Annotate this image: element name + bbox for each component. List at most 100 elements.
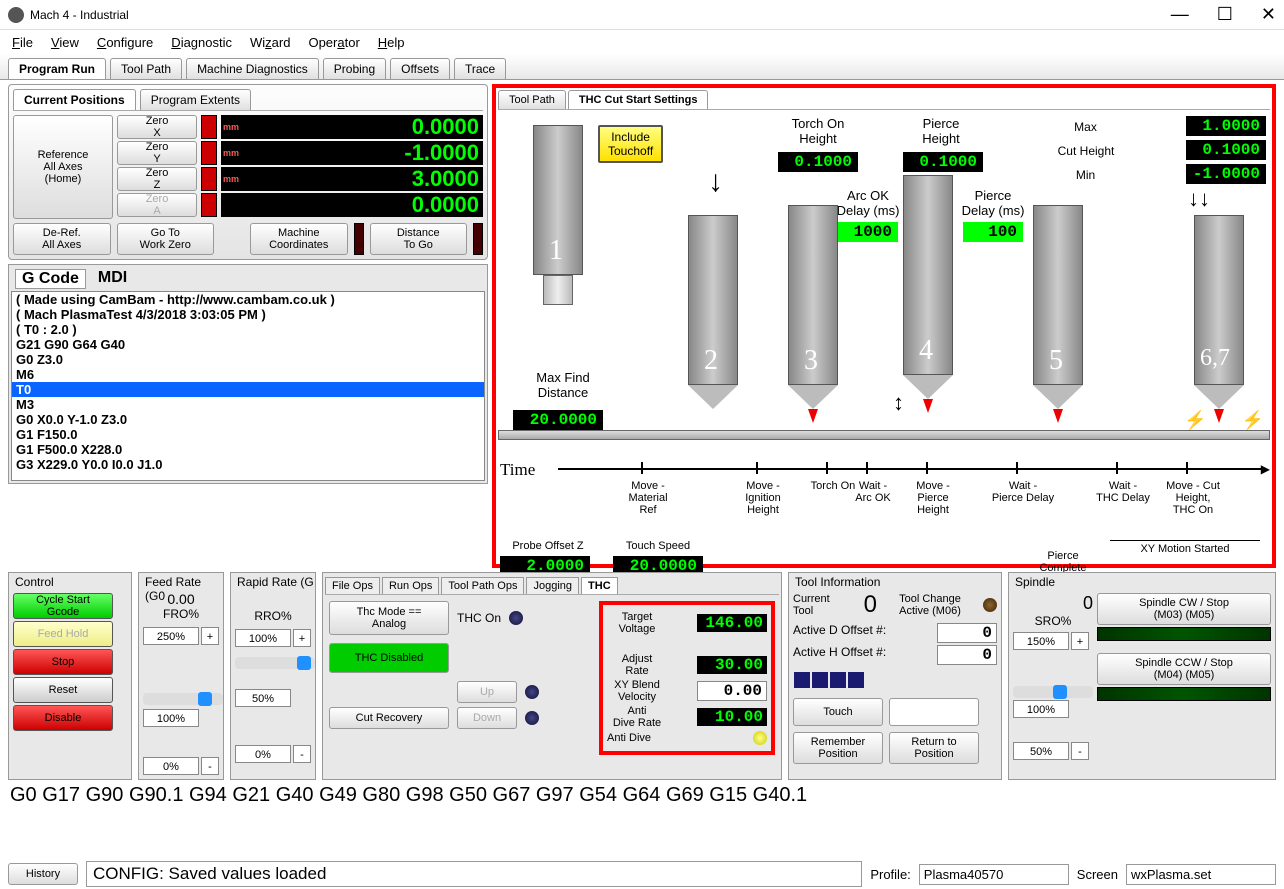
rapid-title: Rapid Rate (G bbox=[237, 575, 314, 589]
gcode-list[interactable]: ( Made using CamBam - http://www.cambam.… bbox=[11, 291, 485, 481]
feed-slider[interactable] bbox=[143, 693, 223, 705]
tab-trace[interactable]: Trace bbox=[454, 58, 506, 79]
reset-button[interactable]: Reset bbox=[13, 677, 113, 703]
include-touchoff-button[interactable]: Include Touchoff bbox=[598, 125, 663, 163]
rapid-minus[interactable]: - bbox=[293, 745, 311, 763]
tab-toolpath-view[interactable]: Tool Path bbox=[498, 90, 566, 109]
reference-all-axes-button[interactable]: Reference All Axes (Home) bbox=[13, 115, 113, 219]
return-position-button[interactable]: Return to Position bbox=[889, 732, 979, 764]
tab-offsets[interactable]: Offsets bbox=[390, 58, 450, 79]
zero-z-button[interactable]: Zero Z bbox=[117, 167, 197, 191]
tab-file-ops[interactable]: File Ops bbox=[325, 577, 380, 594]
disable-button[interactable]: Disable bbox=[13, 705, 113, 731]
tab-gcode[interactable]: G Code bbox=[15, 269, 86, 289]
rapid-plus[interactable]: + bbox=[293, 629, 311, 647]
history-button[interactable]: History bbox=[8, 863, 78, 885]
adjust-rate-value[interactable]: 30.00 bbox=[697, 656, 767, 674]
anti-dive-value[interactable]: 10.00 bbox=[697, 708, 767, 726]
current-tool-label: Current Tool bbox=[793, 593, 843, 617]
menu-wizard[interactable]: Wizard bbox=[250, 35, 290, 50]
tab-current-positions[interactable]: Current Positions bbox=[13, 89, 136, 110]
machine-coords-button[interactable]: Machine Coordinates bbox=[250, 223, 348, 255]
y-dro[interactable]: mm-1.0000 bbox=[221, 141, 483, 165]
spindle-cw-bar bbox=[1097, 627, 1271, 641]
min-value[interactable]: -1.0000 bbox=[1186, 164, 1266, 184]
arc-ok-value[interactable]: 1000 bbox=[828, 222, 898, 242]
spindle-slider[interactable] bbox=[1013, 686, 1093, 698]
tab-thc[interactable]: THC bbox=[581, 577, 618, 594]
down-button[interactable]: Down bbox=[457, 707, 517, 729]
menu-file[interactable]: File bbox=[12, 35, 33, 50]
tab-program-run[interactable]: Program Run bbox=[8, 58, 106, 79]
menu-view[interactable]: View bbox=[51, 35, 79, 50]
feed-plus[interactable]: + bbox=[201, 627, 219, 645]
goto-work-zero-button[interactable]: Go To Work Zero bbox=[117, 223, 215, 255]
xy-blend-value[interactable]: 0.00 bbox=[697, 681, 767, 701]
tab-mdi[interactable]: MDI bbox=[92, 269, 133, 289]
spindle-minus[interactable]: - bbox=[1071, 742, 1089, 760]
max-value[interactable]: 1.0000 bbox=[1186, 116, 1266, 136]
tab-machine-diagnostics[interactable]: Machine Diagnostics bbox=[186, 58, 319, 79]
active-d-value[interactable]: 0 bbox=[937, 623, 997, 643]
tab-tool-path[interactable]: Tool Path bbox=[110, 58, 182, 79]
rapid-slider[interactable] bbox=[235, 657, 315, 669]
spindle-cw-button[interactable]: Spindle CW / Stop (M03) (M05) bbox=[1097, 593, 1271, 625]
rapid-100[interactable]: 100% bbox=[235, 629, 291, 647]
target-voltage-label: Target Voltage bbox=[607, 611, 667, 635]
tab-probing[interactable]: Probing bbox=[323, 58, 386, 79]
pierce-height-value[interactable]: 0.1000 bbox=[903, 152, 983, 172]
distance-to-go-button[interactable]: Distance To Go bbox=[370, 223, 468, 255]
thc-mode-button[interactable]: Thc Mode == Analog bbox=[329, 601, 449, 635]
spindle-100[interactable]: 100% bbox=[1013, 700, 1069, 718]
feed-100[interactable]: 100% bbox=[143, 709, 199, 727]
feed-minus[interactable]: - bbox=[201, 757, 219, 775]
tab-run-ops[interactable]: Run Ops bbox=[382, 577, 439, 594]
spindle-ccw-button[interactable]: Spindle CCW / Stop (M04) (M05) bbox=[1097, 653, 1271, 685]
max-find-value[interactable]: 20.0000 bbox=[513, 410, 603, 430]
tab-jogging[interactable]: Jogging bbox=[526, 577, 579, 594]
status-message: CONFIG: Saved values loaded bbox=[86, 861, 862, 887]
cut-recovery-button[interactable]: Cut Recovery bbox=[329, 707, 449, 729]
zero-y-button[interactable]: Zero Y bbox=[117, 141, 197, 165]
spindle-50[interactable]: 50% bbox=[1013, 742, 1069, 760]
pierce-height-label: Pierce Height bbox=[906, 116, 976, 146]
tab-program-extents[interactable]: Program Extents bbox=[140, 89, 251, 110]
x-led bbox=[201, 115, 217, 139]
menu-help[interactable]: Help bbox=[378, 35, 405, 50]
menu-diagnostic[interactable]: Diagnostic bbox=[171, 35, 232, 50]
menu-operator[interactable]: Operator bbox=[308, 35, 359, 50]
cycle-start-button[interactable]: Cycle Start Gcode bbox=[13, 593, 113, 619]
close-icon[interactable]: ✕ bbox=[1261, 4, 1276, 25]
y-unit: mm bbox=[223, 141, 239, 165]
spindle-150[interactable]: 150% bbox=[1013, 632, 1069, 650]
target-voltage-value[interactable]: 146.00 bbox=[697, 614, 767, 632]
menu-configure[interactable]: Configure bbox=[97, 35, 153, 50]
tab-thc-cut-start[interactable]: THC Cut Start Settings bbox=[568, 90, 709, 109]
zero-x-button[interactable]: Zero X bbox=[117, 115, 197, 139]
remember-position-button[interactable]: Remember Position bbox=[793, 732, 883, 764]
touch-value[interactable] bbox=[889, 698, 979, 726]
cut-height-value[interactable]: 0.1000 bbox=[1186, 140, 1266, 160]
x-dro[interactable]: mm0.0000 bbox=[221, 115, 483, 139]
deref-button[interactable]: De-Ref. All Axes bbox=[13, 223, 111, 255]
torch-on-height-label: Torch On Height bbox=[778, 116, 858, 146]
feed-hold-button[interactable]: Feed Hold bbox=[13, 621, 113, 647]
minimize-icon[interactable]: — bbox=[1171, 4, 1189, 25]
feed-250[interactable]: 250% bbox=[143, 627, 199, 645]
stop-button[interactable]: Stop bbox=[13, 649, 113, 675]
touch-button[interactable]: Touch bbox=[793, 698, 883, 726]
a-dro[interactable]: 0.0000 bbox=[221, 193, 483, 217]
thc-disabled-button[interactable]: THC Disabled bbox=[329, 643, 449, 673]
tab-toolpath-ops[interactable]: Tool Path Ops bbox=[441, 577, 524, 594]
spindle-plus[interactable]: + bbox=[1071, 632, 1089, 650]
torch-on-height-value[interactable]: 0.1000 bbox=[778, 152, 858, 172]
active-h-value[interactable]: 0 bbox=[937, 645, 997, 665]
z-dro[interactable]: mm3.0000 bbox=[221, 167, 483, 191]
zero-a-button[interactable]: Zero A bbox=[117, 193, 197, 217]
pierce-delay-value[interactable]: 100 bbox=[963, 222, 1023, 242]
maximize-icon[interactable]: ☐ bbox=[1217, 4, 1233, 25]
rapid-0[interactable]: 0% bbox=[235, 745, 291, 763]
up-button[interactable]: Up bbox=[457, 681, 517, 703]
feed-0[interactable]: 0% bbox=[143, 757, 199, 775]
rapid-50[interactable]: 50% bbox=[235, 689, 291, 707]
